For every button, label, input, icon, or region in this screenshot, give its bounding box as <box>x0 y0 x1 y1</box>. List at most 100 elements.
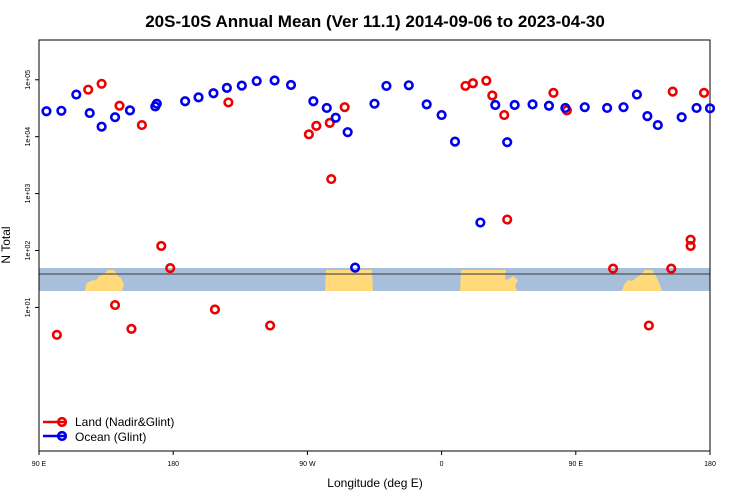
ocean-point <box>691 102 702 114</box>
land-point <box>643 320 654 331</box>
ocean-point <box>369 98 380 109</box>
ocean-point <box>602 102 613 114</box>
ocean-point <box>676 112 687 123</box>
land-point <box>109 299 121 311</box>
land-point <box>265 320 276 331</box>
land-point <box>83 84 94 95</box>
land-point <box>324 117 335 128</box>
ocean-point <box>421 99 432 110</box>
ocean-point <box>180 96 191 107</box>
map-land-3 <box>622 270 662 291</box>
ocean-point <box>350 262 361 273</box>
legend: Land (Nadir&Glint) Ocean (Glint) <box>43 415 174 444</box>
ocean-point <box>652 119 663 131</box>
map-land-2 <box>460 270 518 291</box>
ocean-point <box>381 80 392 92</box>
world-map-strip <box>39 268 710 291</box>
x-axis-label: Longitude (deg E) <box>327 476 422 490</box>
ocean-point <box>527 99 538 110</box>
ocean-point <box>236 80 247 91</box>
land-point <box>698 87 710 98</box>
x-tick-label: 180 <box>704 461 716 468</box>
ocean-point <box>321 102 332 114</box>
ocean-point <box>124 105 136 116</box>
land-point <box>499 109 510 121</box>
land-point <box>487 90 498 101</box>
ocean-point <box>330 112 341 123</box>
ocean-point <box>642 111 653 122</box>
x-tick-label: 180 <box>167 461 179 468</box>
legend-land-label: Land (Nadir&Glint) <box>75 415 174 429</box>
x-tick-label: 90 E <box>569 461 584 468</box>
data-points <box>41 75 716 340</box>
ocean-point <box>151 98 162 109</box>
x-tick-label: 90 E <box>32 461 47 468</box>
ocean-point <box>251 75 262 87</box>
ocean-point <box>41 106 52 117</box>
ocean-point <box>631 89 643 100</box>
land-point <box>126 323 137 334</box>
land-point <box>156 240 167 252</box>
land-point <box>311 120 322 131</box>
map-land-1 <box>325 270 373 291</box>
ocean-point <box>56 105 67 116</box>
map-land-0 <box>85 270 124 291</box>
plot-frame <box>38 39 711 452</box>
land-point <box>96 78 107 89</box>
land-point <box>685 240 696 252</box>
land-point <box>114 100 125 111</box>
ocean-point <box>193 92 204 103</box>
legend-ocean-label: Ocean (Glint) <box>75 430 146 444</box>
land-point <box>209 304 221 315</box>
y-tick-label: 1e+05 <box>25 70 32 90</box>
ocean-point <box>308 96 319 107</box>
land-point <box>165 263 176 274</box>
land-point <box>502 214 513 225</box>
ocean-point <box>221 82 232 93</box>
land-point <box>667 86 678 97</box>
land-point <box>339 102 350 113</box>
ocean-point <box>543 100 555 111</box>
y-axis: 1e+01 1e+02 1e+03 1e+04 1e+05 <box>25 70 39 317</box>
land-point <box>303 129 314 140</box>
ocean-point <box>618 102 629 113</box>
ocean-point <box>449 136 461 147</box>
legend-ocean-marker <box>56 430 68 442</box>
ocean-point <box>704 103 716 114</box>
ocean-point <box>84 107 95 119</box>
ocean-point <box>579 102 590 113</box>
ocean-point <box>502 137 513 148</box>
land-point <box>326 173 337 185</box>
ocean-point <box>208 88 219 99</box>
y-tick-label: 1e+02 <box>25 241 32 261</box>
land-point <box>607 263 619 274</box>
y-tick-label: 1e+01 <box>25 297 32 317</box>
x-axis: 90 E 180 90 W 0 90 E 180 <box>32 451 716 468</box>
ocean-point <box>475 217 486 228</box>
ocean-point <box>436 109 447 121</box>
y-axis-label: N Total <box>0 226 13 263</box>
land-point <box>51 329 62 340</box>
y-tick-label: 1e+03 <box>25 184 32 204</box>
ocean-point <box>509 99 520 111</box>
land-point <box>460 80 471 92</box>
ocean-point <box>285 79 297 91</box>
ocean-point <box>109 112 121 123</box>
ocean-point <box>403 80 414 91</box>
land-point <box>136 119 147 131</box>
ocean-point <box>560 102 571 114</box>
ocean-point <box>96 121 107 132</box>
chart-title: 20S-10S Annual Mean (Ver 11.1) 2014-09-0… <box>145 12 605 31</box>
land-point <box>666 263 677 274</box>
land-point <box>223 97 234 108</box>
ocean-point <box>71 89 82 100</box>
y-tick-label: 1e+04 <box>25 127 32 147</box>
ocean-point <box>342 127 353 138</box>
legend-land-marker <box>56 416 68 428</box>
land-point <box>548 87 559 98</box>
ocean-point <box>269 75 280 86</box>
x-tick-label: 0 <box>440 461 444 468</box>
x-tick-label: 90 W <box>299 461 316 468</box>
ocean-point <box>490 99 501 111</box>
